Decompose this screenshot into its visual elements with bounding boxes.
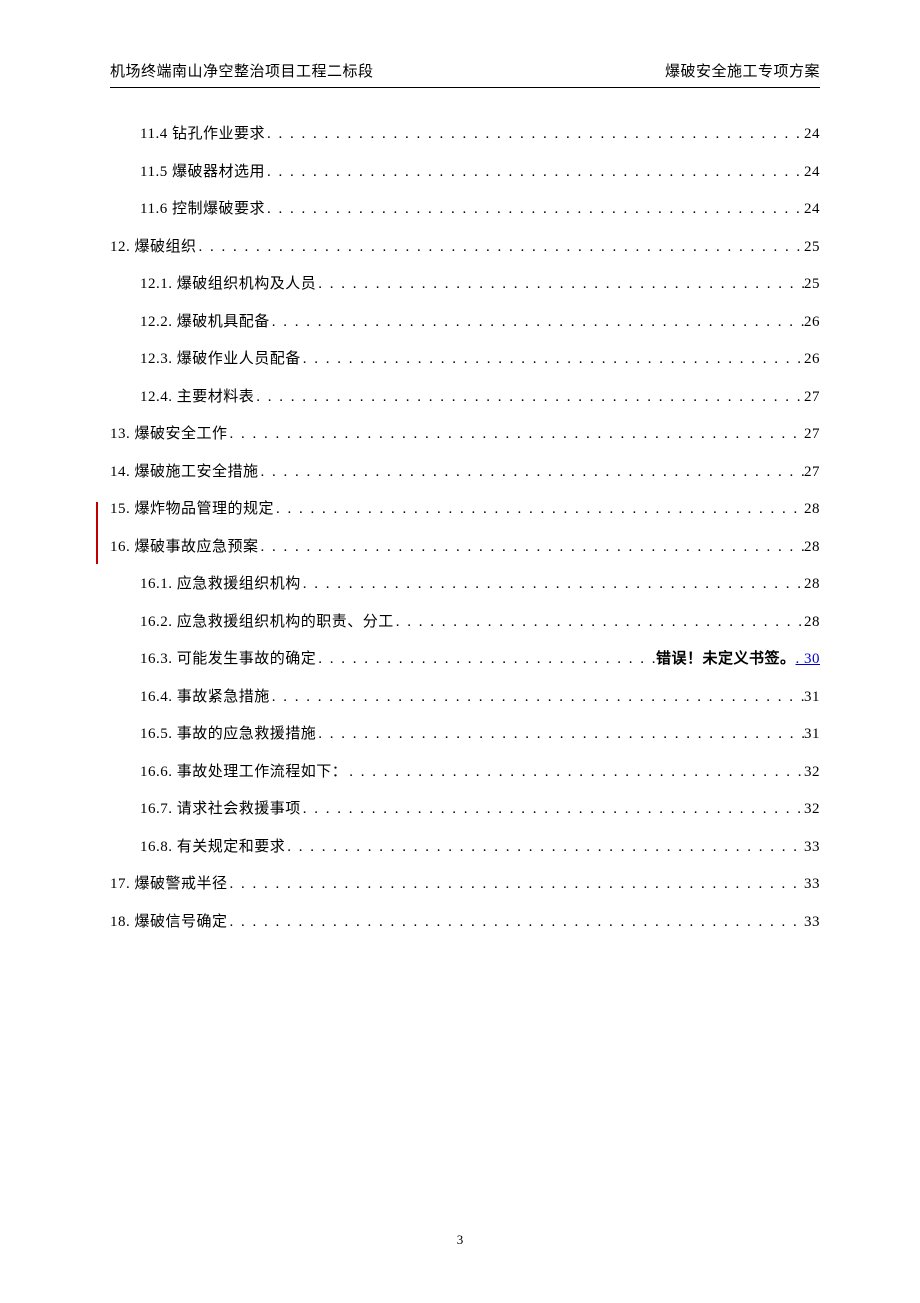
toc-entry-label: 12.1. 爆破组织机构及人员 <box>140 266 316 304</box>
toc-entry-label: 12.3. 爆破作业人员配备 <box>140 341 301 379</box>
toc-dot-leader: . . . . . . . . . . . . . . . . . . . . … <box>270 304 804 342</box>
toc-entry-label: 11.5 爆破器材选用 <box>140 154 265 192</box>
toc-entry-label: 16.7. 请求社会救援事项 <box>140 791 301 829</box>
toc-entry-label: 13. 爆破安全工作 <box>110 416 228 454</box>
toc-dot-leader: . . . . . . . . . . . . . . . . . . . . … <box>316 266 804 304</box>
toc-entry[interactable]: 14. 爆破施工安全措施. . . . . . . . . . . . . . … <box>110 454 820 492</box>
toc-entry-label: 16.1. 应急救援组织机构 <box>140 566 301 604</box>
toc-dot-leader: . . . . . . . . . . . . . . . . . . . . … <box>254 379 804 417</box>
toc-entry[interactable]: 16.3. 可能发生事故的确定. . . . . . . . . . . . .… <box>110 641 820 679</box>
toc-dot-leader: . . . . . . . . . . . . . . . . . . . . … <box>265 154 804 192</box>
toc-entry-page: 27 <box>804 454 820 492</box>
toc-entry[interactable]: 16. 爆破事故应急预案. . . . . . . . . . . . . . … <box>110 529 820 567</box>
toc-entry[interactable]: 12.1. 爆破组织机构及人员. . . . . . . . . . . . .… <box>110 266 820 304</box>
toc-dot-leader: . . . . . . . . . . . . . . . . . . . . … <box>285 829 804 867</box>
toc-entry-page: 31 <box>804 716 820 754</box>
toc-entry-label: 16.3. 可能发生事故的确定 <box>140 641 316 679</box>
revision-mark <box>96 502 98 564</box>
toc-entry-label: 12.2. 爆破机具配备 <box>140 304 270 342</box>
page-number: 3 <box>0 1232 920 1248</box>
toc-entry-page: 24 <box>804 191 820 229</box>
toc-entry-page: 28 <box>804 529 820 567</box>
toc-entry[interactable]: 11.6 控制爆破要求. . . . . . . . . . . . . . .… <box>110 191 820 229</box>
toc-entry-page: 25 <box>804 229 820 267</box>
toc-entry-page: 33 <box>804 866 820 904</box>
toc-entry[interactable]: 13. 爆破安全工作. . . . . . . . . . . . . . . … <box>110 416 820 454</box>
toc-entry[interactable]: 16.2. 应急救援组织机构的职责、分工. . . . . . . . . . … <box>110 604 820 642</box>
toc-dot-leader: . . . . . . . . . . . . . . . . . . . . … <box>228 866 804 904</box>
document-page: 机场终端南山净空整治项目工程二标段 爆破安全施工专项方案 11.4 钻孔作业要求… <box>0 0 920 1303</box>
toc-entry-page: 27 <box>804 416 820 454</box>
toc-entry[interactable]: 12.2. 爆破机具配备. . . . . . . . . . . . . . … <box>110 304 820 342</box>
toc-entry-page: 24 <box>804 154 820 192</box>
toc-entry-label: 14. 爆破施工安全措施 <box>110 454 259 492</box>
page-header: 机场终端南山净空整治项目工程二标段 爆破安全施工专项方案 <box>110 60 820 88</box>
toc-entry-label: 11.6 控制爆破要求 <box>140 191 265 229</box>
toc-dot-leader: . . . . . . . . . . . . . . . . . . . . … <box>274 491 804 529</box>
toc-dot-leader: . . . . . . . . . . . . . . . . . . . . … <box>265 116 804 154</box>
toc-dot-leader: . . . . . . . . . . . . . . . . . . . . … <box>301 341 804 379</box>
toc-dot-leader: . . . . . . . . . . . . . . . . . . . . … <box>347 754 804 792</box>
toc-entry[interactable]: 12.3. 爆破作业人员配备. . . . . . . . . . . . . … <box>110 341 820 379</box>
toc-entry[interactable]: 16.8. 有关规定和要求. . . . . . . . . . . . . .… <box>110 829 820 867</box>
toc-entry-page-appendix: . 30 <box>796 641 821 679</box>
toc-entry[interactable]: 17. 爆破警戒半径. . . . . . . . . . . . . . . … <box>110 866 820 904</box>
toc-dot-leader: . . . . . . . . . . . . . . . . . . . . … <box>259 454 804 492</box>
toc-entry-page: 27 <box>804 379 820 417</box>
toc-dot-leader: . . . . . . . . . . . . . . . . . . . . … <box>301 566 804 604</box>
toc-entry[interactable]: 11.4 钻孔作业要求. . . . . . . . . . . . . . .… <box>110 116 820 154</box>
toc-entry-label: 12. 爆破组织 <box>110 229 197 267</box>
toc-dot-leader: . . . . . . . . . . . . . . . . . . . . … <box>228 416 804 454</box>
toc-entry[interactable]: 16.6. 事故处理工作流程如下：. . . . . . . . . . . .… <box>110 754 820 792</box>
toc-dot-leader: . . . . . . . . . . . . . . . . . . . . … <box>316 716 804 754</box>
toc-entry-label: 16.8. 有关规定和要求 <box>140 829 285 867</box>
toc-entry[interactable]: 16.4. 事故紧急措施. . . . . . . . . . . . . . … <box>110 679 820 717</box>
toc-entry-label: 11.4 钻孔作业要求 <box>140 116 265 154</box>
toc-entry-page: 28 <box>804 566 820 604</box>
toc-entry-label: 12.4. 主要材料表 <box>140 379 254 417</box>
toc-entry-page: 32 <box>804 791 820 829</box>
toc-dot-leader: . . . . . . . . . . . . . . . . . . . . … <box>259 529 804 567</box>
header-left: 机场终端南山净空整治项目工程二标段 <box>110 60 374 81</box>
toc-entry-page: 31 <box>804 679 820 717</box>
toc-entry-label: 16. 爆破事故应急预案 <box>110 529 259 567</box>
toc-dot-leader: . . . . . . . . . . . . . . . . . . . . … <box>228 904 804 942</box>
toc-dot-leader: . . . . . . . . . . . . . . . . . . . . … <box>265 191 804 229</box>
toc-entry-page: 33 <box>804 829 820 867</box>
toc-entry[interactable]: 18. 爆破信号确定. . . . . . . . . . . . . . . … <box>110 904 820 942</box>
toc-entry-page: 24 <box>804 116 820 154</box>
toc-dot-leader: . . . . . . . . . . . . . . . . . . . . … <box>394 604 804 642</box>
toc-entry-label: 17. 爆破警戒半径 <box>110 866 228 904</box>
toc-entry[interactable]: 16.5. 事故的应急救援措施. . . . . . . . . . . . .… <box>110 716 820 754</box>
toc-entry[interactable]: 11.5 爆破器材选用. . . . . . . . . . . . . . .… <box>110 154 820 192</box>
toc-entry-page: 26 <box>804 341 820 379</box>
table-of-contents: 11.4 钻孔作业要求. . . . . . . . . . . . . . .… <box>110 116 820 941</box>
toc-entry[interactable]: 16.7. 请求社会救援事项. . . . . . . . . . . . . … <box>110 791 820 829</box>
toc-entry-page: 28 <box>804 604 820 642</box>
toc-entry-label: 18. 爆破信号确定 <box>110 904 228 942</box>
toc-dot-leader: . . . . . . . . . . . . . . . . . . . . … <box>270 679 804 717</box>
toc-entry[interactable]: 12. 爆破组织. . . . . . . . . . . . . . . . … <box>110 229 820 267</box>
toc-entry-label: 16.4. 事故紧急措施 <box>140 679 270 717</box>
toc-entry-page: 26 <box>804 304 820 342</box>
toc-entry-page: 25 <box>804 266 820 304</box>
toc-entry[interactable]: 15. 爆炸物品管理的规定. . . . . . . . . . . . . .… <box>110 491 820 529</box>
toc-entry-label: 16.5. 事故的应急救援措施 <box>140 716 316 754</box>
toc-entry[interactable]: 12.4. 主要材料表. . . . . . . . . . . . . . .… <box>110 379 820 417</box>
toc-entry-page: 28 <box>804 491 820 529</box>
toc-dot-leader: . . . . . . . . . . . . . . . . . . . . … <box>316 641 656 679</box>
toc-entry-error: 错误！未定义书签。 <box>656 641 796 679</box>
toc-entry-label: 16.2. 应急救援组织机构的职责、分工 <box>140 604 394 642</box>
toc-entry[interactable]: 16.1. 应急救援组织机构. . . . . . . . . . . . . … <box>110 566 820 604</box>
toc-dot-leader: . . . . . . . . . . . . . . . . . . . . … <box>301 791 804 829</box>
toc-entry-label: 15. 爆炸物品管理的规定 <box>110 491 274 529</box>
toc-entry-label: 16.6. 事故处理工作流程如下： <box>140 754 347 792</box>
toc-entry-page: 32 <box>804 754 820 792</box>
toc-dot-leader: . . . . . . . . . . . . . . . . . . . . … <box>197 229 804 267</box>
header-right: 爆破安全施工专项方案 <box>665 60 820 81</box>
toc-entry-page: 33 <box>804 904 820 942</box>
